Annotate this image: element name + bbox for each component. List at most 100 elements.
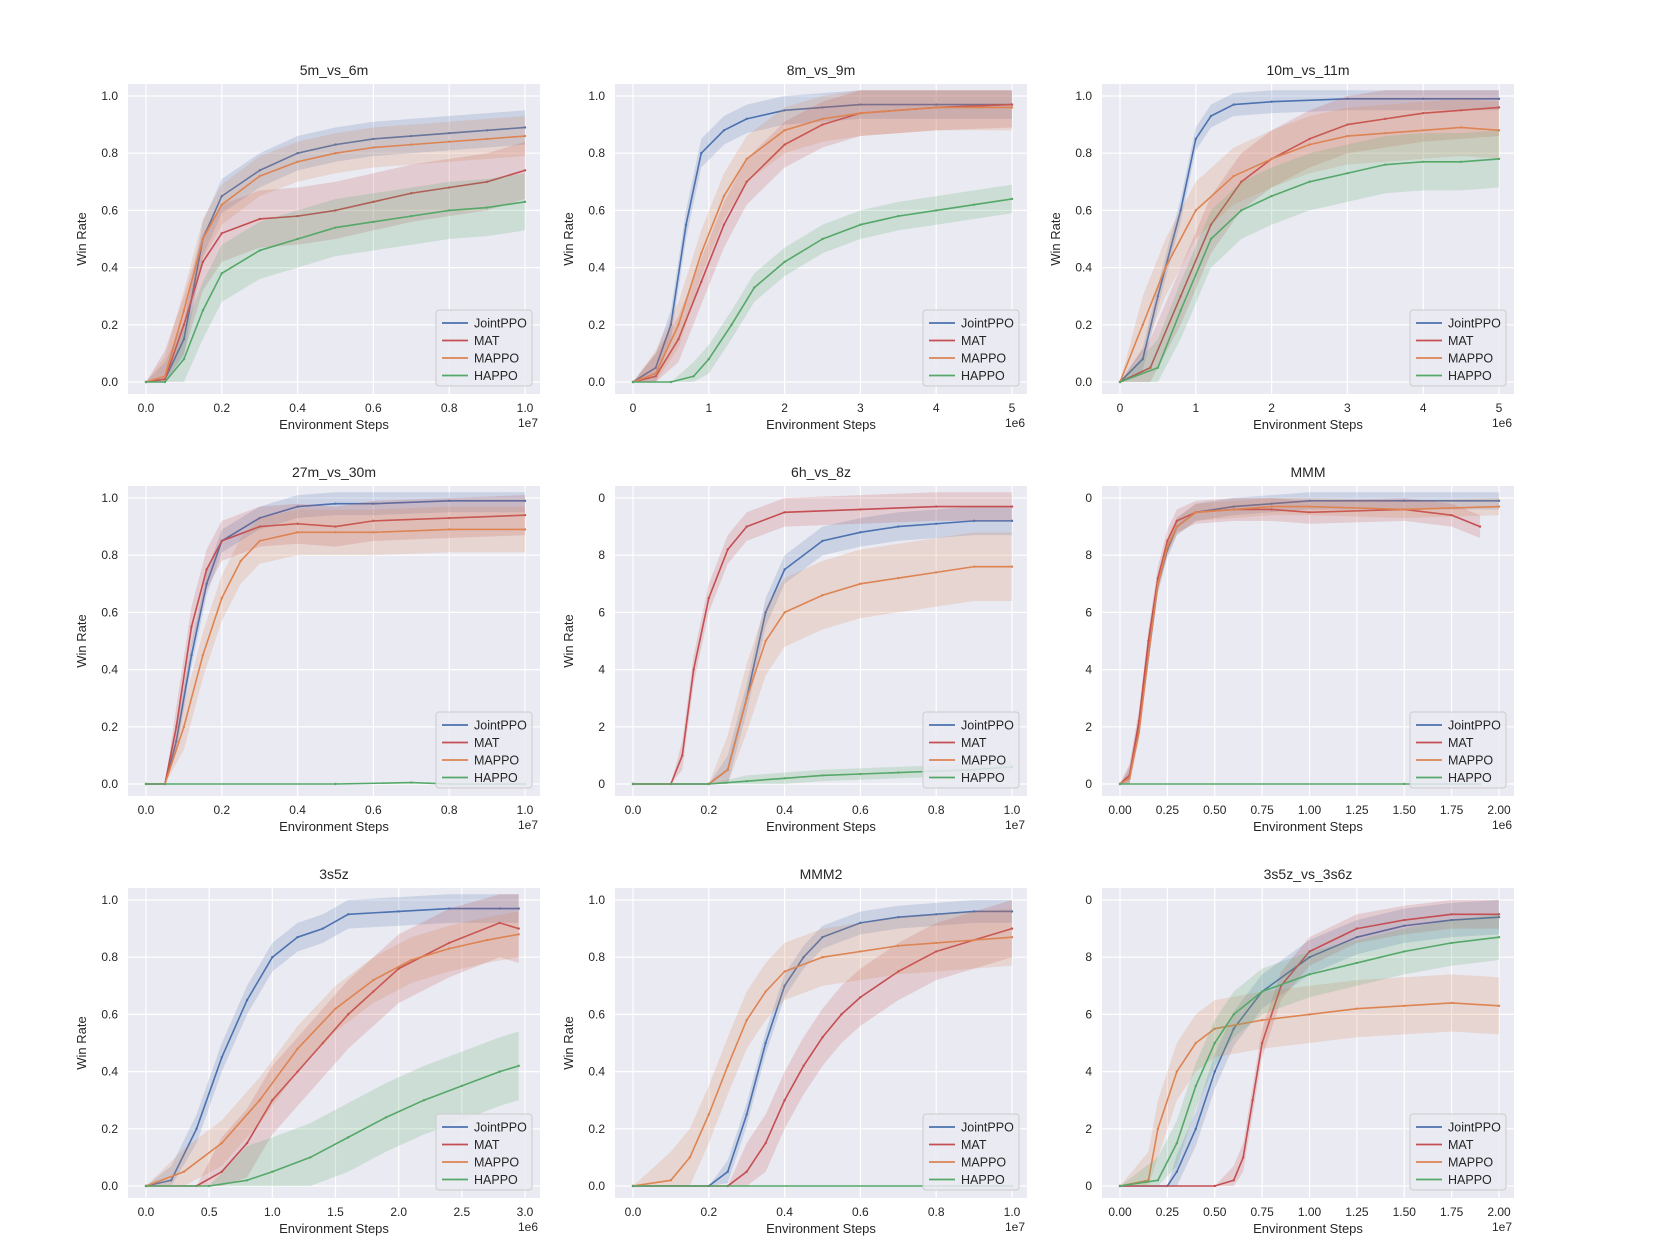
legend-box xyxy=(922,309,1020,387)
data-point-mat xyxy=(1459,109,1463,112)
legend-label-jointppo: JointPPO xyxy=(474,719,527,733)
x-tick-label: 1.25 xyxy=(1345,1205,1369,1219)
data-point-jointppo xyxy=(745,1113,748,1116)
data-point-mappo xyxy=(783,611,786,614)
data-point-mappo xyxy=(1232,508,1235,511)
data-point-mappo xyxy=(677,323,680,326)
data-point-mat xyxy=(935,505,938,508)
legend-label-mat: MAT xyxy=(474,736,500,750)
x-axis-multiplier: 1e7 xyxy=(1492,1220,1512,1234)
x-tick-label: 0.50 xyxy=(1203,803,1227,817)
x-tick-label: 5 xyxy=(1496,401,1503,415)
x-tick-label: 2.5 xyxy=(453,1205,470,1219)
data-point-jointppo xyxy=(1194,1127,1198,1131)
data-point-happo xyxy=(144,782,148,786)
x-tick-label: 0.5 xyxy=(201,1205,218,1219)
data-point-happo xyxy=(1308,180,1311,183)
legend-box xyxy=(1409,1113,1507,1191)
data-point-mappo xyxy=(1194,511,1198,514)
data-point-mappo xyxy=(1175,525,1179,528)
data-point-mappo xyxy=(1308,1013,1311,1016)
data-point-jointppo xyxy=(220,1056,223,1059)
data-point-mappo xyxy=(783,129,786,132)
y-tick-label: 0.2 xyxy=(588,1122,605,1136)
data-point-mat xyxy=(182,323,186,326)
data-point-mat xyxy=(448,941,451,945)
data-point-jointppo xyxy=(935,522,938,525)
y-tick-label: 0 xyxy=(1085,1179,1092,1193)
series-band-happo xyxy=(146,173,525,382)
data-point-mappo xyxy=(859,582,862,585)
data-point-happo xyxy=(859,772,862,776)
data-point-jointppo xyxy=(258,516,261,520)
data-point-mappo xyxy=(1346,134,1349,138)
data-point-happo xyxy=(1209,237,1213,241)
data-point-mappo xyxy=(821,956,824,959)
data-point-mappo xyxy=(1270,157,1273,161)
data-point-happo xyxy=(935,209,938,212)
data-point-jointppo xyxy=(258,169,261,172)
subplot-5m-vs-6m: 0.0 0.2 0.4 0.6 0.8 1.0 0.0 0.2 0.4 0.6 0.8 1.0 5m_v… xyxy=(74,62,540,432)
series-layer xyxy=(631,900,1014,1188)
data-point-mappo xyxy=(220,596,223,600)
data-point-happo xyxy=(334,226,337,229)
data-point-mappo xyxy=(410,958,413,962)
legend-box xyxy=(922,711,1020,789)
x-tick-label: 0.0 xyxy=(138,803,155,817)
data-point-mat xyxy=(1010,927,1014,930)
y-tick-label: 0.6 xyxy=(1075,203,1092,217)
data-point-mat xyxy=(935,950,938,953)
data-point-jointppo xyxy=(220,194,223,198)
series-line-mat xyxy=(1120,913,1499,1187)
data-point-jointppo xyxy=(1194,137,1198,141)
subplot-mmm2: 0.0 0.2 0.4 0.6 0.8 1.0 0.0 0.2 0.4 0.6 0.8 1.0 MMM2… xyxy=(561,866,1027,1236)
data-point-jointppo xyxy=(397,910,400,913)
data-point-mat xyxy=(840,1013,843,1016)
series-line-jointppo xyxy=(632,103,1012,383)
data-point-mat xyxy=(448,516,451,520)
legend-label-mat: MAT xyxy=(474,1138,500,1152)
y-axis-label: Win Rate xyxy=(561,1016,576,1069)
data-point-mappo xyxy=(1166,545,1169,548)
data-point-mappo xyxy=(1128,777,1131,780)
legend: JointPPO MAT MAPPO HAPPO xyxy=(922,711,1020,789)
data-point-happo xyxy=(753,286,756,289)
data-point-mappo xyxy=(1270,505,1273,508)
x-tick-label: 3 xyxy=(857,401,864,415)
data-point-mat xyxy=(745,180,748,183)
y-tick-label: 6 xyxy=(598,605,605,619)
data-point-jointppo xyxy=(726,1170,729,1173)
data-point-happo xyxy=(410,781,413,784)
legend-box xyxy=(435,309,533,387)
data-point-jointppo xyxy=(410,134,413,138)
data-point-mat xyxy=(1232,1179,1235,1182)
data-point-mat xyxy=(681,754,684,757)
data-point-mat xyxy=(517,927,520,930)
y-tick-label: 8 xyxy=(598,548,605,562)
data-point-happo xyxy=(631,1184,635,1188)
x-tick-label: 0.8 xyxy=(928,1205,945,1219)
data-point-mappo xyxy=(1308,505,1311,508)
legend-label-mappo: MAPPO xyxy=(961,754,1006,768)
data-point-happo xyxy=(1240,209,1243,212)
series-line-happo xyxy=(1119,936,1500,1187)
data-point-happo xyxy=(669,380,673,384)
data-point-mappo xyxy=(334,531,337,534)
data-point-mat xyxy=(1497,106,1501,109)
y-tick-label: 4 xyxy=(1085,1065,1092,1079)
chart-title: 3s5z_vs_3s6z xyxy=(1264,866,1353,882)
legend-box xyxy=(435,1113,533,1191)
x-axis-multiplier: 1e6 xyxy=(1005,416,1025,430)
x-tick-label: 1.75 xyxy=(1440,1205,1464,1219)
data-point-jointppo xyxy=(1355,935,1359,939)
data-point-mappo xyxy=(1010,565,1014,568)
x-tick-label: 1.0 xyxy=(1004,803,1021,817)
y-tick-label: 0 xyxy=(598,777,605,791)
y-tick-label: 0.0 xyxy=(101,777,118,791)
data-point-jointppo xyxy=(1232,1027,1235,1030)
series-line-jointppo xyxy=(146,500,525,785)
data-point-happo xyxy=(296,237,299,241)
data-point-mappo xyxy=(897,944,900,947)
data-point-happo xyxy=(448,209,451,212)
data-point-happo xyxy=(144,1184,148,1188)
